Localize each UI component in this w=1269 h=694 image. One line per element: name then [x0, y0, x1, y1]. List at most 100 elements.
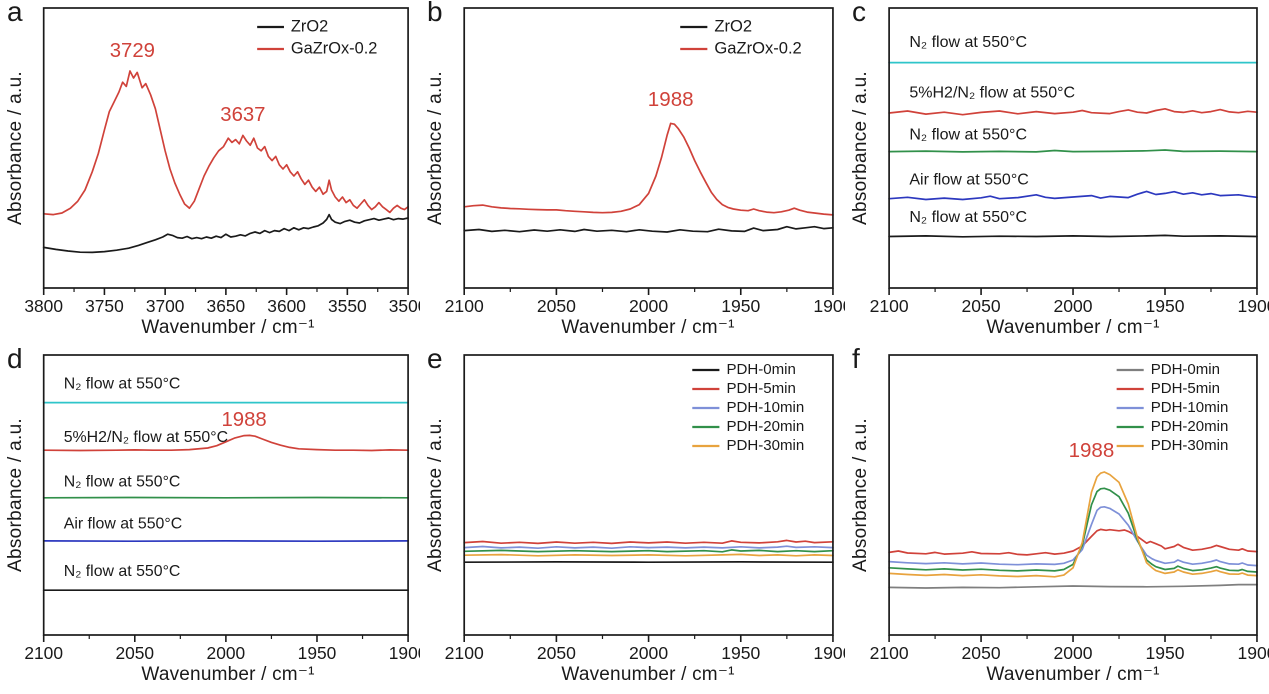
x-tick-label: 2100 [870, 643, 909, 663]
peak-annotation: 3637 [220, 104, 265, 126]
x-tick-label: 2050 [115, 643, 154, 663]
trace-PDH-10min [888, 505, 1258, 567]
trace-condition-label: N₂ flow at 550°C [909, 127, 1027, 144]
panel-label-f: f [852, 343, 860, 374]
panel-a: a Absorbance / a.u. 3800 3750 3700 3650 3600… [0, 0, 420, 347]
x-tick-label: 1950 [721, 643, 760, 663]
trace-condition-label: 5%H2/N₂ flow at 550°C [909, 85, 1075, 102]
x-tick-label: 1900 [1237, 643, 1269, 663]
trace-condition-label: N₂ flow at 550°C [64, 474, 181, 491]
x-tick-label: 1900 [813, 643, 845, 663]
plot-area-a: 3800 3750 3700 3650 3600 3550 3500 3729 3637 ZrO2… [24, 7, 420, 316]
x-tick-label: 3550 [328, 296, 367, 316]
x-tick-label: 1900 [813, 296, 845, 316]
peak-annotation: 1988 [648, 88, 694, 111]
x-tick-label: 1950 [1145, 643, 1184, 663]
peak-annotation: 3729 [110, 40, 155, 62]
legend-label-PDH-5min: PDH-5min [1151, 380, 1220, 397]
x-tick-label: 3600 [267, 296, 306, 316]
plot-area-e: 2100 2050 2000 1950 1900 PDH-0min PDH-5min PDH-… [445, 354, 845, 663]
trace-condition-label: Air flow at 550°C [909, 171, 1028, 188]
plot-area-b: 2100 2050 2000 1950 1900 1988 ZrO2 GaZrOx-0.2 [445, 7, 845, 316]
legend-label-ZrO2: ZrO2 [291, 17, 328, 35]
x-tick-label: 2100 [870, 296, 909, 316]
panel-e: e Absorbance / a.u. 21002050200019501900… [420, 343, 845, 694]
trace-PDH-0min [888, 583, 1258, 589]
peak-annotation: 1988 [1069, 439, 1115, 462]
plot-area-d: 2100 2050 2000 1950 1900 N₂ flow at 550°C 5%H2… [24, 354, 420, 663]
trace-condition-label: N₂ flow at 550°C [909, 34, 1027, 51]
panel-label-b: b [427, 0, 443, 27]
plot-area-f: 2100 2050 2000 1950 1900 1988 PDH-0min PDH-5min… [870, 354, 1269, 663]
trace-Air-flow-at-550°C [888, 190, 1258, 201]
legend-label-PDH-5min: PDH-5min [726, 380, 795, 397]
x-tick-label: 2100 [24, 643, 63, 663]
legend-label-PDH-10min: PDH-10min [726, 399, 804, 416]
trace-ZrO2 [463, 225, 834, 233]
x-tick-label: 2000 [207, 643, 246, 663]
legend-label-PDH-0min: PDH-0min [726, 361, 795, 378]
trace-GaZrOx-0.2 [42, 70, 409, 216]
x-tick-label: 3500 [389, 296, 420, 316]
trace-PDH-5min [888, 528, 1258, 556]
trace-5%H2/N₂-flow-at-550°C [888, 107, 1258, 116]
legend-label-PDH-20min: PDH-20min [1151, 418, 1229, 435]
x-axis-label-e: Wavenumber / cm⁻¹ [561, 664, 735, 685]
x-axis-label-c: Wavenumber / cm⁻¹ [986, 317, 1160, 338]
legend-label-PDH-20min: PDH-20min [726, 418, 804, 435]
trace-5%H2/N₂-flow-at-550°C [42, 434, 409, 452]
x-tick-label: 2000 [629, 643, 668, 663]
plot-frame [463, 354, 834, 636]
x-tick-label: 2050 [962, 643, 1001, 663]
legend-label-ZrO2: ZrO2 [714, 16, 752, 35]
legend-label-GaZrOx-0.2: GaZrOx-0.2 [714, 38, 801, 57]
x-tick-label: 2000 [1054, 643, 1093, 663]
panel-f: f Absorbance / a.u. 21002050200019501900… [845, 343, 1269, 694]
x-tick-label: 2050 [962, 296, 1001, 316]
legend-label-PDH-10min: PDH-10min [1151, 399, 1229, 416]
trace-condition-label: N₂ flow at 550°C [64, 376, 181, 393]
x-tick-label: 3750 [85, 296, 124, 316]
legend-label-GaZrOx-0.2: GaZrOx-0.2 [291, 39, 377, 57]
trace-condition-label: N₂ flow at 550°C [64, 563, 181, 580]
trace-PDH-20min [888, 487, 1258, 573]
panel-d: d Absorbance / a.u. 21002050200019501900… [0, 343, 420, 694]
panel-label-d: d [7, 343, 23, 374]
x-tick-label: 3700 [146, 296, 185, 316]
trace-condition-label: 5%H2/N₂ flow at 550°C [64, 429, 228, 446]
panel-label-a: a [7, 0, 23, 27]
trace-condition-label: Air flow at 550°C [64, 516, 182, 533]
x-tick-label: 1950 [298, 643, 337, 663]
panel-label-c: c [852, 0, 866, 27]
x-tick-label: 2000 [1054, 296, 1093, 316]
x-tick-label: 3800 [24, 296, 63, 316]
x-tick-label: 2100 [445, 296, 484, 316]
trace-PDH-10min [463, 545, 834, 550]
x-tick-label: 3650 [207, 296, 246, 316]
trace-PDH-30min [888, 471, 1258, 578]
x-tick-label: 1900 [1237, 296, 1269, 316]
peak-annotation: 1988 [221, 409, 266, 431]
panel-c: c Absorbance / a.u. 21002050200019501900… [845, 0, 1269, 347]
plot-area-c: 2100 2050 2000 1950 1900 N₂ flow at 550°C 5%H2… [870, 7, 1269, 316]
x-tick-label: 2050 [537, 643, 576, 663]
plot-frame [42, 354, 409, 636]
x-tick-label: 2050 [537, 296, 576, 316]
legend-label-PDH-30min: PDH-30min [1151, 437, 1229, 454]
trace-PDH-30min [463, 553, 834, 557]
x-tick-label: 2100 [445, 643, 484, 663]
x-tick-label: 1900 [389, 643, 420, 663]
trace-N₂-flow-at-550°C [888, 234, 1258, 238]
x-axis-label-f: Wavenumber / cm⁻¹ [986, 664, 1160, 685]
trace-PDH-20min [463, 549, 834, 553]
x-axis-label-a: Wavenumber / cm⁻¹ [141, 317, 315, 338]
x-axis-label-d: Wavenumber / cm⁻¹ [141, 664, 315, 685]
trace-ZrO2 [42, 213, 409, 254]
trace-condition-label: N₂ flow at 550°C [909, 209, 1027, 226]
x-tick-label: 2000 [629, 296, 668, 316]
x-axis-label-b: Wavenumber / cm⁻¹ [561, 317, 735, 338]
x-tick-label: 1950 [1145, 296, 1184, 316]
plot-frame [888, 354, 1258, 636]
x-tick-label: 1950 [721, 296, 760, 316]
